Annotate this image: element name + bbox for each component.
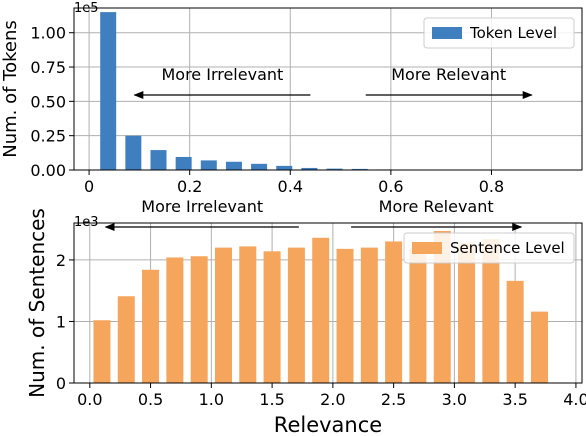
bar (287, 247, 305, 383)
x-tick-label: 0.0 (77, 390, 102, 409)
bar (117, 296, 135, 383)
bar (239, 246, 257, 383)
y-tick-label: 1 (56, 312, 66, 331)
bar (312, 237, 330, 383)
x-tick-label: 0.8 (479, 177, 504, 196)
bar (251, 163, 268, 170)
bar (360, 247, 378, 383)
legend-swatch (432, 27, 462, 39)
legend-box (423, 17, 575, 49)
bar (175, 156, 192, 170)
legend: Sentence Level (403, 232, 575, 264)
annotation-text: More Irrelevant (141, 197, 263, 216)
x-tick-label: 0.4 (278, 177, 303, 196)
chart-panel-1: 0 0.2 0.4 0.6 0.8 0.00 0.25 0.50 0.75 1.00 1e5 Num.… (0, 1, 583, 196)
bar (276, 165, 293, 170)
legend-label: Sentence Level (450, 239, 565, 257)
y-tick-label: 2 (56, 251, 66, 270)
bar (150, 150, 167, 170)
bar (458, 242, 476, 383)
bar (301, 167, 318, 170)
x-axis-label: Relevance (274, 413, 382, 436)
y-axis-label: Num. of Tokens (0, 20, 21, 158)
x-tick-label: 4.0 (563, 390, 586, 409)
chart-panel-2: 0.0 0.5 1.0 1.5 2.0 2.5 3.0 3.5 4.0 0 1 2 1e3 Num. of… (25, 197, 586, 436)
annotation-text: More Relevant (391, 65, 506, 84)
annotation-text: More Irrelevant (161, 65, 283, 84)
y-axis-label: Num. of Sentences (25, 208, 49, 398)
legend-label: Token Level (469, 24, 557, 42)
bar (93, 320, 111, 383)
legend-box (403, 232, 575, 264)
exponent-label: 1e5 (74, 1, 99, 16)
x-tick-label: 0 (84, 177, 94, 196)
bar (336, 248, 354, 383)
y-tick-label: 0.75 (30, 58, 66, 77)
bar (506, 280, 524, 383)
y-tick-label: 1.00 (30, 24, 66, 43)
bar (125, 135, 142, 170)
y-tick-label: 0 (56, 374, 66, 393)
x-tick-label: 2.0 (320, 390, 345, 409)
bar (100, 12, 117, 171)
y-tick-label: 0.25 (30, 127, 66, 146)
bar (263, 251, 281, 383)
bar (200, 160, 217, 170)
x-tick-label: 3.0 (442, 390, 467, 409)
bar (326, 168, 343, 170)
annotation-text: More Relevant (379, 197, 494, 216)
bar (142, 269, 160, 383)
bar (190, 256, 208, 383)
bar (409, 247, 427, 383)
bar (433, 231, 451, 383)
x-tick-label: 3.5 (502, 390, 527, 409)
bar (166, 257, 184, 383)
x-tick-label: 1.5 (259, 390, 284, 409)
plot-frame (73, 7, 583, 171)
exponent-label: 1e3 (74, 215, 99, 230)
x-tick-label: 2.5 (381, 390, 406, 409)
legend-swatch (412, 242, 442, 254)
bar (482, 239, 500, 383)
plot-frame (73, 222, 583, 384)
y-tick-label: 0.50 (30, 92, 66, 111)
y-tick-label: 0.00 (30, 161, 66, 180)
x-tick-label: 0.2 (177, 177, 202, 196)
x-tick-label: 0.5 (138, 390, 163, 409)
bar (225, 161, 242, 170)
bar (385, 241, 403, 383)
bar (530, 311, 548, 383)
x-tick-label: 1.0 (199, 390, 224, 409)
legend: Token Level (423, 17, 575, 49)
bar (214, 247, 232, 383)
x-tick-label: 0.6 (378, 177, 403, 196)
bar (351, 168, 368, 170)
